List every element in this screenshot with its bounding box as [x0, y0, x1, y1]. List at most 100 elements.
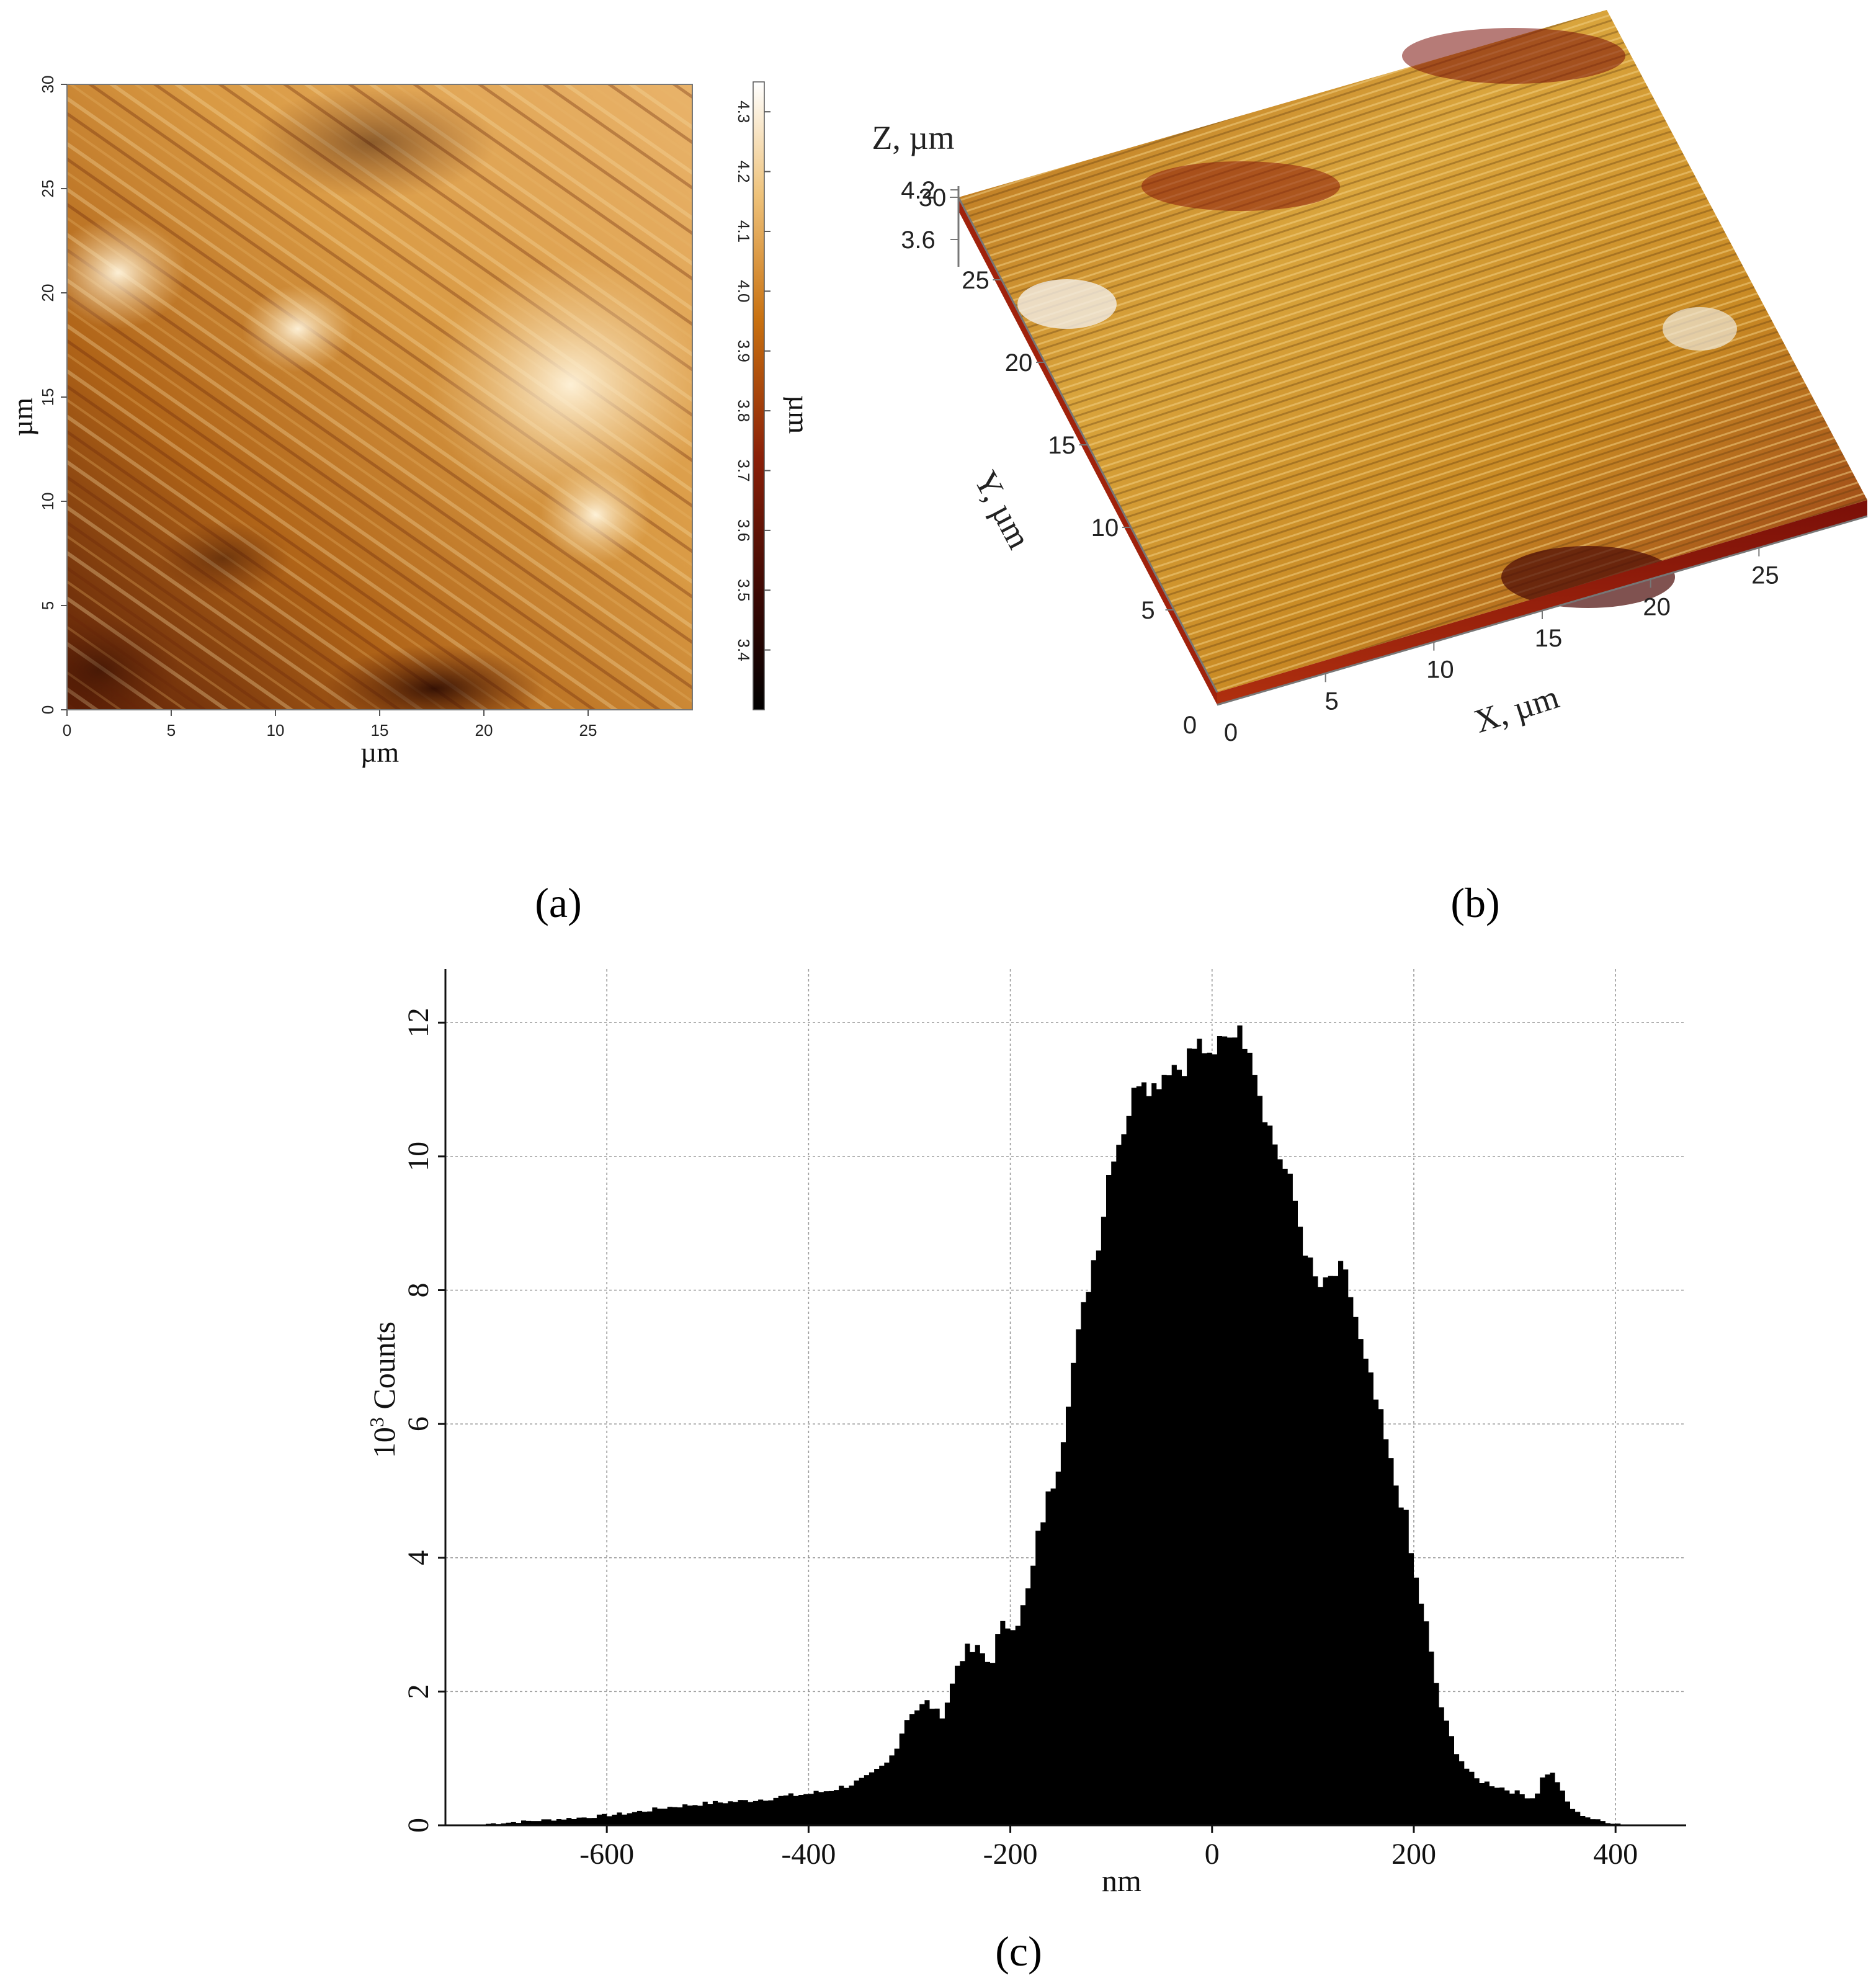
histogram-x-ticks: -600 -400 -200 0 200 400: [579, 1825, 1638, 1871]
histogram-bin: [1292, 1190, 1293, 1825]
histogram-bin: [1484, 1782, 1485, 1825]
histogram-x-tick-label: 200: [1391, 1838, 1436, 1871]
b-x-tick-label: 5: [1325, 687, 1339, 715]
histogram-bin: [1494, 1785, 1495, 1825]
histogram-y-ticks: 0 2 4 6 8 10 12: [402, 1008, 445, 1833]
a-y-tick-label: 25: [38, 180, 57, 198]
b-y-tick-label: 20: [1005, 349, 1033, 377]
a-x-tick-label: 20: [475, 721, 493, 740]
histogram-bin: [1131, 1103, 1132, 1825]
histogram-bin: [1544, 1772, 1545, 1825]
histogram-bin: [707, 1803, 708, 1825]
histogram-bin: [1070, 1377, 1071, 1825]
a-y-tick-label: 0: [38, 705, 57, 714]
histogram-bin: [899, 1738, 900, 1825]
colorbar-label: µm: [783, 395, 815, 434]
b-x-tick-label: 20: [1643, 593, 1671, 620]
a-x-tick-label: 5: [167, 721, 176, 740]
panel-b-y-axis-title: Y, µm: [967, 465, 1038, 555]
histogram-bin: [1363, 1357, 1364, 1825]
histogram-y-tick-label: 6: [402, 1416, 435, 1431]
histogram-bin: [929, 1702, 930, 1825]
histogram-y-tick-label: 10: [402, 1142, 435, 1171]
histogram-bin: [1474, 1779, 1475, 1825]
histogram-bars: [486, 1025, 1636, 1825]
colorbar-tick-label: 3.4: [735, 639, 753, 661]
histogram-bin: [1141, 1070, 1142, 1825]
histogram-bin: [788, 1796, 789, 1825]
histogram-bin: [1444, 1719, 1445, 1826]
histogram-bin: [1413, 1571, 1414, 1825]
colorbar-tick-label: 3.9: [735, 340, 753, 362]
histogram-bin: [1110, 1156, 1112, 1825]
panel-label-a: (a): [535, 879, 581, 926]
histogram-bin: [828, 1791, 829, 1825]
histogram-y-tick-label: 0: [402, 1818, 435, 1833]
histogram-bin: [586, 1817, 587, 1825]
histogram-x-axis-title: nm: [1102, 1863, 1141, 1898]
histogram-bin: [1091, 1270, 1092, 1825]
b-x-tick-label: 10: [1426, 656, 1454, 684]
a-y-tick-label: 5: [38, 601, 57, 610]
colorbar: [753, 81, 765, 710]
b-y-tick-label: 15: [1048, 432, 1076, 459]
histogram-bin: [1231, 1036, 1233, 1825]
histogram-bin: [909, 1712, 910, 1825]
histogram-bin: [869, 1777, 870, 1825]
histogram-bin: [1333, 1277, 1334, 1825]
histogram-bin: [1161, 1076, 1162, 1826]
histogram-x-tick-label: 0: [1205, 1838, 1220, 1871]
histogram-bin: [959, 1655, 960, 1825]
histogram-bin: [919, 1708, 920, 1825]
histogram-bin: [1247, 1029, 1248, 1825]
b-x-tick-label: 15: [1535, 625, 1563, 652]
y-title-rest: Counts: [367, 1322, 401, 1417]
histogram-bin: [1555, 1775, 1556, 1825]
histogram-bin: [1080, 1323, 1081, 1825]
histogram-x-tick-label: -400: [781, 1838, 836, 1871]
b-x-tick-label: 25: [1751, 562, 1779, 589]
colorbar-tick-label: 4.2: [735, 160, 753, 182]
b-y-tick-label: 5: [1141, 597, 1155, 624]
histogram-bin: [1565, 1799, 1566, 1825]
b-z-tick-label: 3.6: [901, 226, 936, 254]
histogram-bin: [1342, 1270, 1344, 1825]
colorbar-tick-label: 3.8: [735, 400, 753, 422]
histogram-bin: [1433, 1671, 1434, 1825]
panel-b-3d-surface: 0 5 10 15 20 25 5 10 15 20 25 30 3.6 4.2 0 X, µm Y,…: [872, 10, 1868, 926]
histogram-bin: [999, 1631, 1001, 1825]
panel-label-b: (b): [1450, 879, 1499, 926]
histogram-bin: [1236, 1019, 1238, 1825]
b-y-tick-label: 25: [962, 267, 989, 294]
histogram-bin: [667, 1807, 668, 1825]
histogram-bar-marks: [485, 1019, 1616, 1825]
histogram-bin: [989, 1665, 991, 1825]
histogram-bin: [1060, 1451, 1061, 1825]
colorbar-ticks: 3.4 3.5 3.6 3.7 3.8 3.9 4.0 4.1 4.2 4.3: [735, 101, 770, 661]
histogram-bin: [1242, 1049, 1243, 1825]
histogram-bin: [1574, 1812, 1576, 1825]
panel-label-c: (c): [995, 1928, 1042, 1975]
a-x-tick-label: 15: [371, 721, 389, 740]
histogram-bin: [1040, 1524, 1041, 1825]
histogram-bin: [748, 1800, 749, 1825]
histogram-y-tick-label: 2: [402, 1684, 435, 1699]
histogram-bin: [1423, 1611, 1424, 1825]
histogram-bin: [627, 1814, 628, 1825]
histogram-bin: [1403, 1505, 1405, 1826]
histogram-bin: [1272, 1137, 1273, 1825]
y-title-exponent: 3: [365, 1417, 388, 1427]
histogram-bin: [1383, 1431, 1384, 1825]
panel-a-x-ticks: 0 5 10 15 20 25: [63, 710, 597, 740]
panel-b-z-ticks: 3.6 4.2: [901, 177, 958, 254]
histogram-bin: [1312, 1277, 1313, 1825]
histogram-bin: [1323, 1290, 1324, 1826]
y-title-base: 10: [367, 1427, 401, 1458]
histogram-bin: [970, 1652, 971, 1825]
b-x-tick-label: 0: [1224, 719, 1238, 746]
panel-b-x-ticks: 0 5 10 15 20 25: [1224, 547, 1779, 746]
histogram-x-tick-label: -600: [579, 1838, 634, 1871]
histogram-bin: [1393, 1477, 1394, 1825]
